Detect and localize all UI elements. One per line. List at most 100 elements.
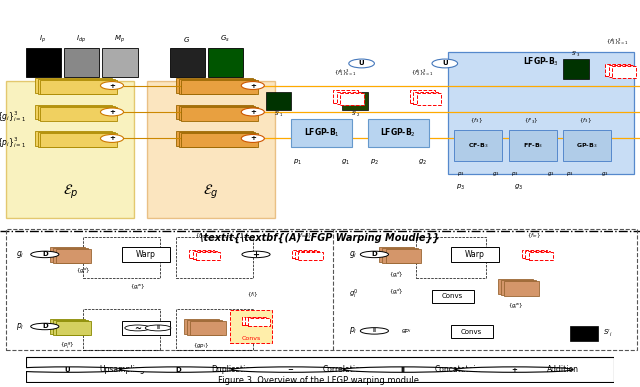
Text: LFGP-$\mathbf{B}_2$: LFGP-$\mathbf{B}_2$ <box>380 127 417 139</box>
Text: +: + <box>109 109 115 115</box>
Circle shape <box>100 135 124 142</box>
Text: CF-$\mathbf{B}_3$: CF-$\mathbf{B}_3$ <box>468 140 489 149</box>
Text: $\{f_{in}\}$: $\{f_{in}\}$ <box>195 231 209 240</box>
Text: $g_3$: $g_3$ <box>514 182 523 192</box>
FancyBboxPatch shape <box>56 320 91 335</box>
Text: LFGP-$\mathbf{B}_1$: LFGP-$\mathbf{B}_1$ <box>303 127 340 139</box>
FancyBboxPatch shape <box>26 358 614 382</box>
FancyBboxPatch shape <box>208 48 243 77</box>
Text: $p_3$: $p_3$ <box>566 170 573 178</box>
Circle shape <box>241 82 264 89</box>
FancyBboxPatch shape <box>248 318 270 326</box>
Text: $gp_i$: $gp_i$ <box>401 327 412 335</box>
Text: \textit{\textbf{(B) C/FF-}$\mathbf{B_i}$}: \textit{\textbf{(B) C/FF-}$\mathbf{B_i}$… <box>97 356 243 368</box>
FancyBboxPatch shape <box>35 131 112 146</box>
Text: Figure 3. Overview of the LFGP warping module.: Figure 3. Overview of the LFGP warping m… <box>218 376 422 385</box>
FancyBboxPatch shape <box>191 320 226 335</box>
FancyBboxPatch shape <box>64 48 99 77</box>
FancyBboxPatch shape <box>291 118 352 147</box>
FancyBboxPatch shape <box>193 251 217 259</box>
FancyBboxPatch shape <box>380 247 415 262</box>
Text: $g_i^0$: $g_i^0$ <box>349 288 358 301</box>
FancyBboxPatch shape <box>292 250 316 259</box>
FancyBboxPatch shape <box>501 280 536 295</box>
Circle shape <box>241 108 264 116</box>
Text: $p_3$: $p_3$ <box>511 170 519 178</box>
FancyBboxPatch shape <box>529 252 553 260</box>
Text: U: U <box>442 60 447 67</box>
FancyBboxPatch shape <box>609 65 633 77</box>
FancyBboxPatch shape <box>179 79 255 94</box>
FancyBboxPatch shape <box>53 248 88 262</box>
FancyBboxPatch shape <box>50 247 85 262</box>
FancyBboxPatch shape <box>176 105 253 119</box>
FancyBboxPatch shape <box>266 92 291 110</box>
Circle shape <box>456 367 573 372</box>
FancyBboxPatch shape <box>122 247 170 262</box>
Text: +: + <box>511 366 517 373</box>
FancyBboxPatch shape <box>181 133 258 147</box>
FancyBboxPatch shape <box>26 48 61 77</box>
Text: $M_p$: $M_p$ <box>114 33 125 45</box>
FancyBboxPatch shape <box>40 133 117 147</box>
Text: Addition: Addition <box>547 365 579 374</box>
Circle shape <box>100 82 124 89</box>
FancyBboxPatch shape <box>563 130 611 161</box>
Text: $\{g_i^d\}$: $\{g_i^d\}$ <box>390 286 404 296</box>
FancyBboxPatch shape <box>451 325 493 338</box>
Text: $g_3$: $g_3$ <box>547 170 554 178</box>
Text: Concatatoin: Concatatoin <box>435 365 481 374</box>
Text: $I_{dp}$: $I_{dp}$ <box>76 33 86 45</box>
Text: $S'_i$: $S'_i$ <box>603 328 613 339</box>
Text: D: D <box>176 366 182 373</box>
Text: \textit{\textbf{(A) LFGP Warping Moudle}}: \textit{\textbf{(A) LFGP Warping Moudle}… <box>200 233 440 243</box>
FancyBboxPatch shape <box>179 132 255 147</box>
Text: $\{f_{out}\}$: $\{f_{out}\}$ <box>296 231 312 240</box>
Text: $g_1$: $g_1$ <box>341 158 350 167</box>
Text: $g_i$: $g_i$ <box>349 249 357 260</box>
FancyBboxPatch shape <box>413 92 438 104</box>
Text: +: + <box>250 82 256 89</box>
FancyBboxPatch shape <box>6 81 134 218</box>
Text: $g_3$: $g_3$ <box>492 170 500 178</box>
FancyBboxPatch shape <box>230 310 272 342</box>
Text: $p_3$: $p_3$ <box>456 182 465 192</box>
FancyBboxPatch shape <box>187 320 223 334</box>
Text: D: D <box>42 324 47 329</box>
Text: $p_i$: $p_i$ <box>16 321 24 332</box>
Text: D: D <box>42 252 47 257</box>
Text: II: II <box>156 325 160 330</box>
Text: $\{f'_3\}$: $\{f'_3\}$ <box>524 116 538 125</box>
Text: $\{gp_i\}$: $\{gp_i\}$ <box>193 341 210 350</box>
Text: $\{f_3\}$: $\{f_3\}$ <box>579 116 592 125</box>
Text: \textit{\textbf{(C) GP-}$\mathbf{B_i}$}: \textit{\textbf{(C) GP-}$\mathbf{B_i}$} <box>421 356 558 368</box>
FancyBboxPatch shape <box>448 52 634 174</box>
Text: U: U <box>64 366 70 373</box>
FancyBboxPatch shape <box>417 93 441 105</box>
Text: $p_2$: $p_2$ <box>370 158 379 167</box>
Text: Warp: Warp <box>135 250 156 259</box>
Text: $\{g_i\}_{i=1}^3$: $\{g_i\}_{i=1}^3$ <box>0 109 26 124</box>
FancyBboxPatch shape <box>184 319 219 334</box>
Text: $\{f_i\}$: $\{f_i\}$ <box>247 290 259 298</box>
FancyBboxPatch shape <box>509 130 557 161</box>
Text: +: + <box>250 135 256 142</box>
Circle shape <box>31 251 59 258</box>
Circle shape <box>232 367 349 372</box>
FancyBboxPatch shape <box>196 252 220 260</box>
FancyBboxPatch shape <box>122 320 170 335</box>
FancyBboxPatch shape <box>432 290 474 303</box>
Text: +: + <box>250 109 256 115</box>
FancyBboxPatch shape <box>35 78 112 93</box>
Circle shape <box>242 251 270 258</box>
FancyBboxPatch shape <box>368 118 429 147</box>
FancyBboxPatch shape <box>40 106 117 121</box>
Text: $S'_3$: $S'_3$ <box>572 50 580 59</box>
FancyBboxPatch shape <box>53 320 88 334</box>
FancyBboxPatch shape <box>410 91 435 103</box>
Text: $p_1$: $p_1$ <box>293 158 302 167</box>
Text: $\{g_i^d\}$: $\{g_i^d\}$ <box>390 270 404 281</box>
FancyBboxPatch shape <box>38 106 115 120</box>
Circle shape <box>8 367 125 372</box>
FancyBboxPatch shape <box>383 248 418 262</box>
